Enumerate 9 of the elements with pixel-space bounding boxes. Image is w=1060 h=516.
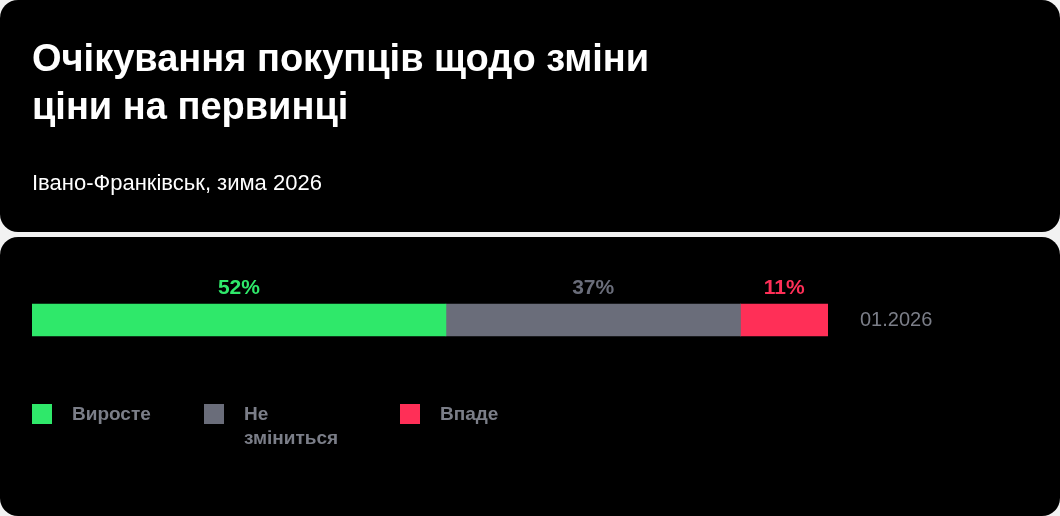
y-tick-label: 01.2026 — [860, 307, 933, 330]
data-label: 37% — [572, 275, 615, 299]
legend-label: Впаде — [440, 402, 500, 426]
legend-label: Не зміниться — [244, 402, 340, 450]
chart-subtitle: Івано-Франківськ, зима 2026 — [32, 170, 322, 196]
data-label: 52% — [217, 275, 261, 299]
legend-label: Виросте — [72, 402, 152, 426]
chart-title: Очікування покупців щодо зміни ціни на первинці — [32, 36, 651, 129]
data-label: 11% — [763, 275, 805, 299]
